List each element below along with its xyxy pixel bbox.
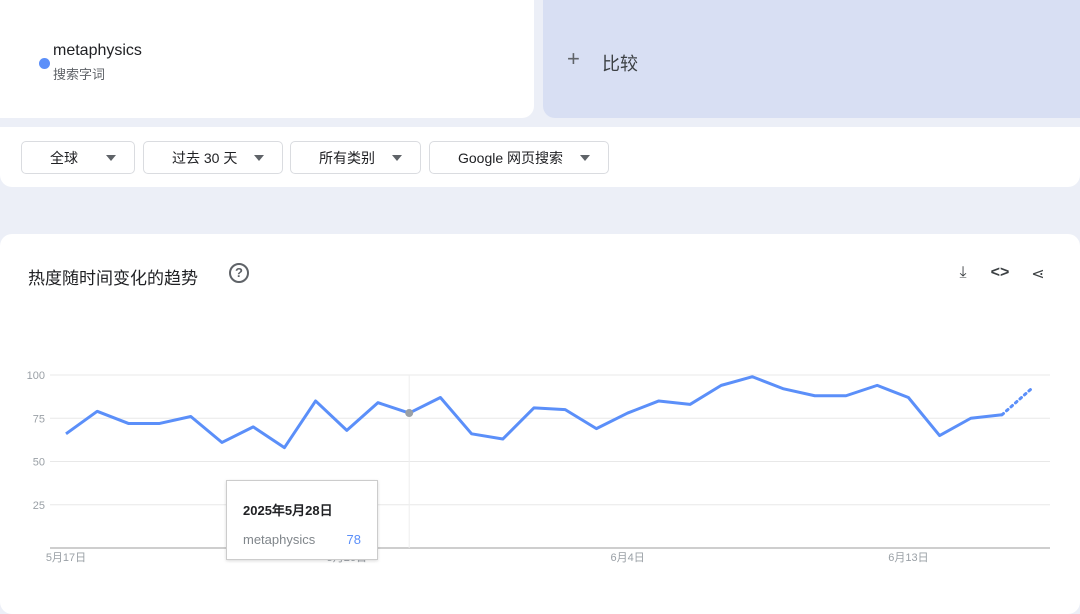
- download-icon[interactable]: ⤓: [959, 264, 967, 281]
- filter-label: Google 网页搜索: [458, 149, 564, 166]
- compare-label: 比较: [602, 54, 638, 74]
- filter-label: 过去 30 天: [172, 149, 238, 166]
- y-tick-label: 50: [33, 457, 45, 469]
- x-tick-label: 6月4日: [610, 552, 644, 564]
- partial-data-line: [1000, 385, 1035, 417]
- help-icon[interactable]: ?: [229, 263, 249, 283]
- plus-icon: +: [567, 46, 580, 71]
- y-tick-label: 100: [27, 370, 45, 382]
- term-subtitle: 搜索字词: [53, 67, 106, 82]
- dropdown-arrow-icon: [580, 155, 590, 161]
- filter-label: 所有类别: [319, 149, 375, 166]
- data-point: [405, 409, 414, 418]
- filter-bar: 全球 过去 30 天 所有类别 Google 网页搜索: [0, 127, 1080, 187]
- trend-card: 热度随时间变化的趋势 ? ⤓ <> ⋖: [0, 234, 1080, 614]
- tooltip-date: 2025年5月28日: [243, 503, 333, 518]
- embed-icon[interactable]: <>: [990, 264, 1010, 281]
- category-filter[interactable]: 所有类别: [290, 141, 421, 174]
- compare-button[interactable]: + 比较: [543, 0, 1080, 118]
- tooltip-value: 78: [346, 532, 361, 547]
- filter-label: 全球: [50, 149, 78, 166]
- y-tick-label: 25: [33, 500, 45, 512]
- series-color-dot: [39, 58, 50, 69]
- region-filter[interactable]: 全球: [21, 141, 135, 174]
- share-icon[interactable]: ⋖: [1031, 266, 1045, 283]
- tooltip: 2025年5月28日 metaphysics 78: [226, 480, 378, 560]
- x-tick-label: 6月13日: [888, 552, 928, 564]
- dropdown-arrow-icon: [106, 155, 116, 161]
- y-tick-label: 75: [33, 413, 45, 425]
- series-line: [65, 375, 1003, 450]
- dropdown-arrow-icon: [254, 155, 264, 161]
- dropdown-arrow-icon: [392, 155, 402, 161]
- term-name[interactable]: metaphysics: [53, 42, 142, 59]
- x-tick-label: 5月17日: [46, 552, 86, 564]
- tooltip-series: metaphysics: [243, 532, 316, 547]
- search-type-filter[interactable]: Google 网页搜索: [429, 141, 609, 174]
- search-term-card[interactable]: metaphysics 搜索字词: [0, 0, 534, 118]
- time-filter[interactable]: 过去 30 天: [143, 141, 283, 174]
- card-title: 热度随时间变化的趋势: [28, 269, 198, 288]
